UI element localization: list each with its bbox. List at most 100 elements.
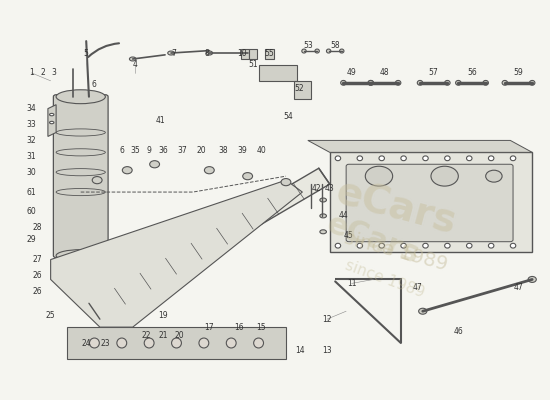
Ellipse shape <box>502 80 508 85</box>
Text: 46: 46 <box>453 326 463 336</box>
Text: 53: 53 <box>303 40 313 50</box>
Polygon shape <box>89 168 329 319</box>
Text: eCars: eCars <box>331 174 460 242</box>
Ellipse shape <box>368 80 373 85</box>
Ellipse shape <box>50 121 54 124</box>
Text: 49: 49 <box>346 68 356 77</box>
Ellipse shape <box>150 161 160 168</box>
Ellipse shape <box>365 166 393 186</box>
Ellipse shape <box>56 90 106 104</box>
Text: 20: 20 <box>196 146 206 155</box>
Text: 34: 34 <box>26 104 36 113</box>
FancyBboxPatch shape <box>265 49 274 59</box>
Text: 54: 54 <box>284 112 294 121</box>
Ellipse shape <box>486 170 502 182</box>
Ellipse shape <box>117 338 126 348</box>
Ellipse shape <box>379 243 384 248</box>
Text: 12: 12 <box>322 315 332 324</box>
Text: 26: 26 <box>32 271 42 280</box>
Ellipse shape <box>144 338 154 348</box>
Ellipse shape <box>335 243 340 248</box>
Text: 33: 33 <box>26 120 36 129</box>
Text: 58: 58 <box>331 40 340 50</box>
Text: 26: 26 <box>32 287 42 296</box>
Text: 32: 32 <box>26 136 36 145</box>
Text: 51: 51 <box>248 60 258 70</box>
Ellipse shape <box>466 156 472 161</box>
Text: 37: 37 <box>177 146 187 155</box>
Ellipse shape <box>243 172 252 180</box>
Text: 25: 25 <box>46 311 56 320</box>
Ellipse shape <box>199 338 209 348</box>
Text: 13: 13 <box>322 346 332 356</box>
Ellipse shape <box>320 230 327 234</box>
Ellipse shape <box>401 156 406 161</box>
Text: 8: 8 <box>204 48 209 58</box>
Polygon shape <box>51 180 303 327</box>
Text: 44: 44 <box>339 211 348 220</box>
Ellipse shape <box>129 57 136 61</box>
Text: 14: 14 <box>295 346 305 356</box>
Ellipse shape <box>226 338 236 348</box>
Text: 42: 42 <box>311 184 321 192</box>
Text: 29: 29 <box>26 235 36 244</box>
Ellipse shape <box>327 49 331 53</box>
Text: 15: 15 <box>256 323 266 332</box>
Ellipse shape <box>50 114 54 116</box>
Ellipse shape <box>335 156 340 161</box>
Ellipse shape <box>302 49 306 53</box>
Ellipse shape <box>510 156 516 161</box>
Ellipse shape <box>488 156 494 161</box>
Text: 48: 48 <box>379 68 389 77</box>
Text: 55: 55 <box>265 48 274 58</box>
Ellipse shape <box>205 167 214 174</box>
FancyBboxPatch shape <box>240 49 249 59</box>
Ellipse shape <box>172 338 182 348</box>
Ellipse shape <box>466 243 472 248</box>
Text: 6: 6 <box>119 146 124 155</box>
Text: since 1989: since 1989 <box>343 258 426 301</box>
Ellipse shape <box>423 156 428 161</box>
Text: 43: 43 <box>325 184 334 192</box>
Text: eCars: eCars <box>323 210 424 270</box>
Ellipse shape <box>483 80 488 85</box>
Ellipse shape <box>168 51 174 55</box>
Ellipse shape <box>122 167 132 174</box>
Ellipse shape <box>431 166 458 186</box>
Text: 7: 7 <box>172 48 176 58</box>
Ellipse shape <box>206 51 213 55</box>
Text: 47: 47 <box>412 283 422 292</box>
Text: 20: 20 <box>174 330 184 340</box>
Ellipse shape <box>530 80 535 85</box>
Text: 2: 2 <box>40 68 45 77</box>
Ellipse shape <box>320 198 327 202</box>
Ellipse shape <box>56 250 106 262</box>
Text: 3: 3 <box>51 68 56 77</box>
Ellipse shape <box>281 178 291 186</box>
Ellipse shape <box>357 156 362 161</box>
Text: 40: 40 <box>256 146 266 155</box>
Text: 10: 10 <box>238 48 247 58</box>
Text: 47: 47 <box>514 283 524 292</box>
Text: 16: 16 <box>235 323 244 332</box>
Text: 59: 59 <box>514 68 524 77</box>
Ellipse shape <box>379 156 384 161</box>
Text: 6: 6 <box>92 80 97 89</box>
Text: 28: 28 <box>32 223 42 232</box>
Ellipse shape <box>444 243 450 248</box>
Ellipse shape <box>395 80 401 85</box>
Ellipse shape <box>320 214 327 218</box>
Text: 56: 56 <box>467 68 477 77</box>
Text: 36: 36 <box>158 146 168 155</box>
Text: 41: 41 <box>155 116 165 125</box>
Text: 57: 57 <box>429 68 438 77</box>
Text: 24: 24 <box>81 338 91 348</box>
Polygon shape <box>329 152 532 252</box>
Text: 23: 23 <box>101 338 110 348</box>
Ellipse shape <box>315 49 320 53</box>
Ellipse shape <box>417 80 423 85</box>
Text: 45: 45 <box>344 231 354 240</box>
Text: 38: 38 <box>218 146 228 155</box>
Text: 5: 5 <box>84 48 89 58</box>
Ellipse shape <box>444 80 450 85</box>
